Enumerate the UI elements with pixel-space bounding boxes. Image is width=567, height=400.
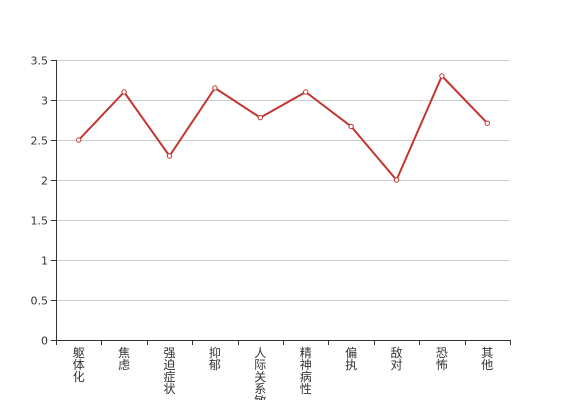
data-point bbox=[439, 73, 445, 79]
y-tick-label: 3 bbox=[41, 95, 48, 108]
data-point bbox=[166, 153, 173, 159]
data-point bbox=[348, 123, 354, 130]
y-axis: 0 0.5 1 1.5 2 2.5 3 3.5 bbox=[31, 55, 57, 348]
x-axis: 躯体化 焦虑 强迫症状 抑郁 人际关系敏感 精神病性 偏执 敌对 恐怖 其他 bbox=[56, 340, 511, 400]
y-tick-label: 1 bbox=[41, 255, 48, 268]
y-tick-label: 0.5 bbox=[31, 295, 49, 308]
series-line bbox=[77, 75, 489, 181]
x-category-label: 人际关系敏感 bbox=[254, 346, 266, 400]
data-point bbox=[393, 177, 400, 183]
series-group bbox=[76, 73, 490, 183]
x-category-label: 精神病性 bbox=[300, 346, 312, 396]
x-category-label: 躯体化 bbox=[73, 345, 85, 384]
data-point bbox=[212, 85, 218, 91]
x-category-label: 其他 bbox=[481, 346, 493, 372]
y-tick-label: 0 bbox=[41, 335, 48, 348]
x-category-label: 偏执 bbox=[345, 345, 357, 372]
x-category-label: 抑郁 bbox=[209, 345, 221, 372]
data-point bbox=[257, 114, 263, 121]
x-category-label: 焦虑 bbox=[118, 346, 130, 372]
data-point bbox=[484, 120, 490, 126]
y-tick-label: 2 bbox=[41, 175, 48, 188]
y-tick-label: 3.5 bbox=[31, 55, 49, 68]
grid-lines bbox=[56, 60, 510, 301]
y-tick-label: 1.5 bbox=[31, 215, 49, 228]
y-tick-label: 2.5 bbox=[31, 135, 49, 148]
x-category-label: 恐怖 bbox=[436, 346, 448, 372]
x-category-label: 敌对 bbox=[390, 345, 402, 372]
data-point bbox=[76, 137, 82, 143]
x-category-label: 强迫症状 bbox=[163, 346, 175, 396]
data-point bbox=[303, 89, 309, 95]
data-point bbox=[121, 89, 127, 95]
